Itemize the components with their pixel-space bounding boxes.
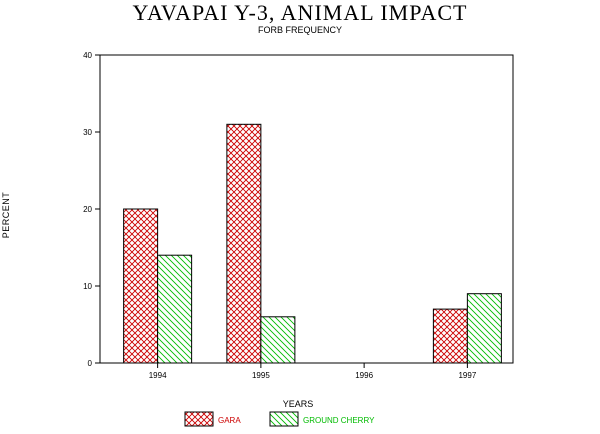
bars [123, 123, 502, 364]
chart-title: YAVAPAI Y-3, ANIMAL IMPACT [132, 0, 468, 25]
x-tick-label: 1994 [149, 371, 167, 380]
x-tick-label: 1997 [458, 371, 476, 380]
x-tick-label: 1995 [252, 371, 270, 380]
legend: GARA GROUND CHERRY [184, 411, 375, 427]
bar-ground-cherry-1994 [157, 254, 193, 364]
x-axis-label: YEARS [283, 399, 314, 409]
legend-label-gara: GARA [218, 416, 241, 425]
y-tick-label: 10 [83, 282, 92, 291]
y-axis: 0 10 20 30 40 [83, 51, 100, 368]
legend-swatch-gara [184, 411, 214, 427]
y-tick-label: 40 [83, 51, 92, 60]
bar-ground-cherry-1997 [466, 293, 502, 364]
legend-label-ground-cherry: GROUND CHERRY [303, 416, 375, 425]
x-tick-label: 1996 [355, 371, 373, 380]
y-tick-label: 0 [88, 359, 93, 368]
bar-ground-cherry-1995 [260, 316, 296, 364]
chart-subtitle: FORB FREQUENCY [257, 25, 342, 35]
legend-swatch-ground-cherry [269, 411, 299, 427]
bar-gara-1994 [123, 208, 159, 364]
bar-gara-1997 [432, 308, 468, 364]
bar-gara-1995 [226, 123, 262, 364]
y-tick-label: 20 [83, 205, 92, 214]
y-tick-label: 30 [83, 128, 92, 137]
x-axis: 1994 1995 1996 1997 [149, 363, 477, 380]
